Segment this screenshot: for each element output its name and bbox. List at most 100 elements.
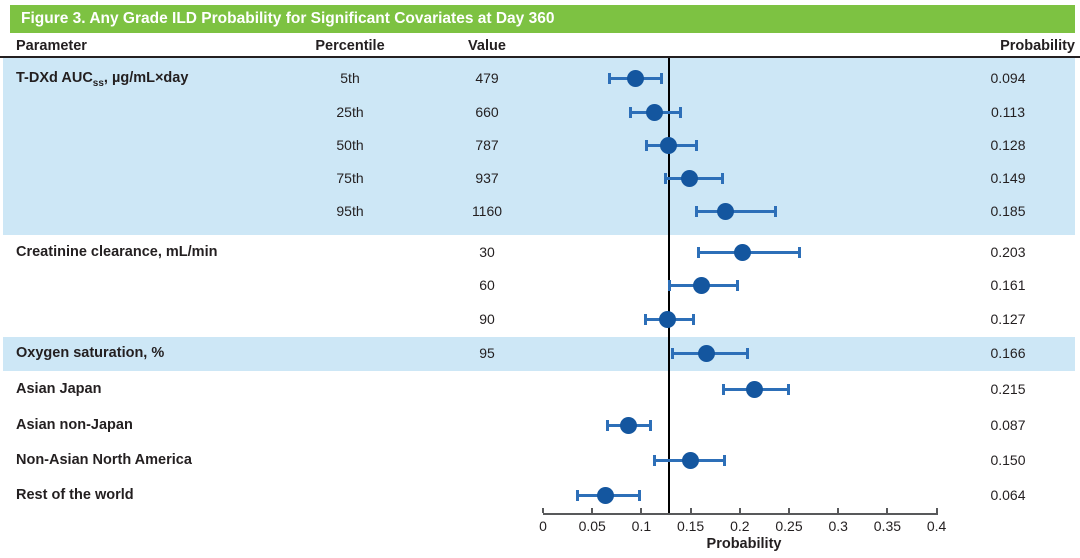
x-axis-tick <box>591 508 594 513</box>
table-row: 25th 660 0.113 <box>0 95 1080 129</box>
probability-value: 0.215 <box>990 381 1026 397</box>
column-header-parameter: Parameter <box>16 38 87 54</box>
covariate-value: 1160 <box>471 203 503 219</box>
point-estimate-dot <box>734 243 752 261</box>
probability-value: 0.127 <box>990 311 1026 327</box>
error-bar-cap <box>629 106 633 118</box>
table-row: 95th 1160 0.185 <box>0 194 1080 228</box>
error-bar-cap <box>679 106 683 118</box>
shaded-band-oxygen <box>3 337 1075 371</box>
table-row: Creatinine clearance, mL/min 30 0.203 <box>0 235 1080 269</box>
x-axis-tick-label: 0.15 <box>676 518 705 534</box>
covariate-value: 30 <box>479 244 495 260</box>
error-bar-cap <box>608 72 612 84</box>
point-estimate-dot <box>659 310 677 328</box>
table-row: Asian non-Japan 0.087 <box>0 408 1080 442</box>
x-axis-tick <box>640 508 643 513</box>
covariate-value: 937 <box>475 170 499 186</box>
point-estimate-dot <box>692 276 710 294</box>
table-row: 75th 937 0.149 <box>0 161 1080 195</box>
column-header-probability: Probability <box>1000 38 1075 54</box>
error-bar-cap <box>606 419 610 431</box>
x-axis-label: Probability <box>706 536 782 552</box>
error-bar-cap <box>798 246 802 258</box>
percentile-value: 50th <box>336 137 364 153</box>
error-bar-cap <box>637 489 641 501</box>
point-estimate-dot <box>620 416 638 434</box>
table-row: T-DXd AUCss, µg/mL×day 5th 479 0.094 <box>0 61 1080 95</box>
aucss-subscript: ss <box>92 77 104 89</box>
x-axis-tick-label: 0.4 <box>926 518 947 534</box>
error-bar-cap <box>695 205 698 217</box>
error-bar-cap <box>721 383 725 395</box>
error-bar-cap <box>671 347 675 359</box>
x-axis-tick <box>788 508 790 513</box>
probability-value: 0.094 <box>990 70 1026 86</box>
covariate-value: 90 <box>479 311 495 327</box>
x-axis-tick-label: 0.1 <box>631 518 652 534</box>
error-bar-cap <box>722 454 726 466</box>
percentile-value: 25th <box>336 104 364 120</box>
error-bar-cap <box>736 279 740 291</box>
error-bar-cap <box>643 313 647 325</box>
point-estimate-dot <box>645 103 663 121</box>
point-estimate-dot <box>746 380 764 398</box>
probability-value: 0.150 <box>990 452 1026 468</box>
figure-title: Figure 3. Any Grade ILD Probability for … <box>21 10 555 27</box>
error-bar <box>696 209 776 213</box>
error-bar-cap <box>648 419 652 431</box>
x-axis-tick <box>837 508 840 513</box>
probability-value: 0.185 <box>990 203 1026 219</box>
parameter-label: Non-Asian North America <box>16 452 192 468</box>
header-divider-line <box>0 56 1080 58</box>
error-bar-cap <box>652 454 656 466</box>
point-estimate-dot <box>597 486 615 504</box>
x-axis-tick-label: 0.25 <box>775 518 803 534</box>
shaded-band-aucss <box>3 58 1075 235</box>
table-row: Oxygen saturation, % 95 0.166 <box>0 336 1080 370</box>
error-bar-cap <box>695 139 698 151</box>
covariate-value: 95 <box>479 345 495 361</box>
probability-value: 0.113 <box>991 104 1025 120</box>
error-bar-cap <box>692 313 696 325</box>
error-bar-cap <box>773 205 777 217</box>
point-estimate-dot <box>716 202 734 220</box>
point-estimate-dot <box>626 69 644 87</box>
x-axis-tick-label: 0 <box>539 518 547 534</box>
point-estimate-dot <box>660 136 678 154</box>
probability-value: 0.149 <box>990 170 1026 186</box>
point-estimate-dot <box>697 344 715 362</box>
x-axis-tick <box>886 508 889 513</box>
column-header-percentile: Percentile <box>315 38 385 54</box>
table-row: 90 0.127 <box>0 302 1080 336</box>
x-axis-tick <box>738 508 741 513</box>
covariate-value: 787 <box>475 137 499 153</box>
point-estimate-dot <box>682 451 700 469</box>
x-axis-tick <box>935 508 938 513</box>
x-axis-line <box>543 513 938 515</box>
x-axis-tick-label: 0.05 <box>578 518 606 534</box>
covariate-value: 660 <box>475 104 499 120</box>
table-row: Non-Asian North America 0.150 <box>0 443 1080 477</box>
percentile-value: 95th <box>336 203 364 219</box>
error-bar-cap <box>663 172 667 184</box>
parameter-label: Asian non-Japan <box>16 417 133 433</box>
probability-value: 0.064 <box>990 487 1026 503</box>
parameter-label: Creatinine clearance, mL/min <box>16 244 218 260</box>
percentile-value: 75th <box>336 170 364 186</box>
covariate-value: 479 <box>475 70 499 86</box>
probability-value: 0.128 <box>990 137 1026 153</box>
parameter-label: Rest of the world <box>16 487 134 503</box>
parameter-label: Asian Japan <box>16 381 102 397</box>
x-axis-tick-label: 0.3 <box>828 518 848 534</box>
table-row: 60 0.161 <box>0 268 1080 302</box>
table-row: 50th 787 0.128 <box>0 128 1080 162</box>
error-bar-cap <box>720 172 724 184</box>
table-row: Asian Japan 0.215 <box>0 372 1080 406</box>
parameter-label: Oxygen saturation, % <box>16 345 165 361</box>
error-bar-cap <box>746 347 750 359</box>
x-axis-tick-label: 0.35 <box>873 518 902 534</box>
probability-value: 0.166 <box>990 345 1026 361</box>
parameter-label: T-DXd AUCss, µg/mL×day <box>16 70 189 89</box>
